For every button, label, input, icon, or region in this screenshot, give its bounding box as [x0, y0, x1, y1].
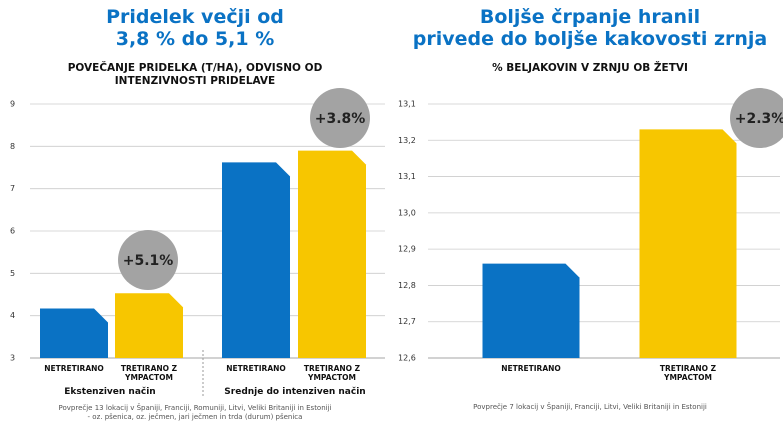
badge [118, 230, 178, 290]
group-label: Srednje do intenziven način [224, 387, 366, 397]
chart-title: privede do boljše kakovosti zrnja [412, 28, 768, 50]
y-tick-label: 4 [10, 311, 15, 320]
badge [730, 88, 783, 148]
chart-title: Pridelek večji od [106, 6, 284, 28]
chart-title: Boljše črpanje hranil [479, 6, 701, 28]
chart-subtitle: INTENZIVNOSTI PRIDELAVE [114, 75, 276, 87]
x-tick-label: TRETIRANO Z YMPACTOM [303, 364, 361, 382]
badge [310, 88, 370, 148]
y-tick-label: 12,6 [398, 354, 416, 363]
chart-subtitle: % BELJAKOVIN V ZRNJU OB ŽETVI [492, 62, 688, 74]
bar [639, 129, 737, 358]
footnote: - oz. pšenica, oz. ječmen, jari ječmen i… [87, 413, 303, 421]
x-tick-label: NETRETIRANO [44, 364, 104, 373]
y-tick-label: 13,1 [398, 100, 416, 109]
chart-title: 3,8 % do 5,1 % [115, 28, 275, 50]
y-tick-label: 9 [10, 100, 15, 109]
y-tick-label: 12,9 [398, 245, 416, 254]
y-tick-label: 13,2 [398, 136, 416, 145]
y-tick-label: 7 [10, 184, 15, 193]
chart-subtitle: POVEČANJE PRIDELKA (T/HA), ODVISNO OD [67, 62, 323, 74]
badge-label: +5.1% [123, 253, 174, 269]
bar [115, 293, 183, 358]
x-tick-label: TRETIRANO Z YMPACTOM [120, 364, 178, 382]
y-tick-label: 12,8 [398, 281, 416, 290]
bar [222, 162, 290, 358]
y-tick-label: 5 [10, 269, 15, 278]
bar [298, 150, 366, 358]
y-tick-label: 8 [10, 142, 15, 151]
x-tick-label: NETRETIRANO [501, 364, 561, 373]
y-tick-label: 6 [10, 227, 15, 236]
badge-label: +2.3% [735, 111, 783, 127]
bar [482, 263, 580, 358]
footnote: Povprečje 13 lokacij v Španiji, Franciji… [58, 404, 332, 412]
group-label: Ekstenziven način [64, 387, 156, 397]
y-tick-label: 12,7 [398, 317, 416, 326]
y-tick-label: 13,1 [398, 172, 416, 181]
footnote: Povprečje 7 lokacij v Španiji, Franciji,… [473, 403, 707, 411]
y-tick-label: 13,0 [398, 208, 416, 217]
bar [40, 308, 108, 358]
x-tick-label: NETRETIRANO [226, 364, 286, 373]
badge-label: +3.8% [315, 111, 366, 127]
x-tick-label: TRETIRANO Z YMPACTOM [659, 364, 717, 382]
y-tick-label: 3 [10, 354, 15, 363]
